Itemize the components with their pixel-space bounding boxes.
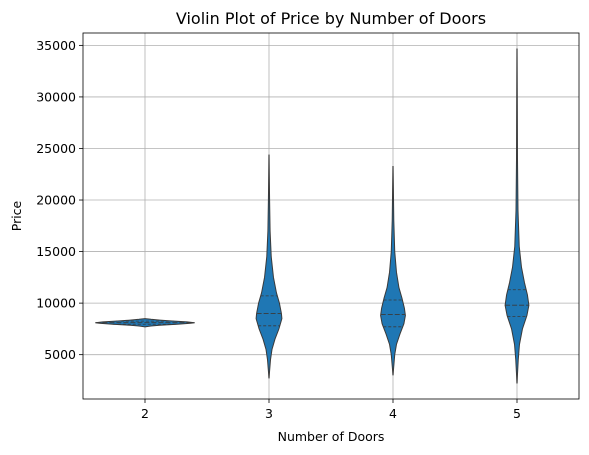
x-axis-label: Number of Doors bbox=[278, 429, 385, 444]
x-tick-label: 2 bbox=[141, 406, 149, 421]
y-tick-label: 35000 bbox=[36, 38, 76, 53]
y-tick-label: 25000 bbox=[36, 141, 76, 156]
y-tick-label: 5000 bbox=[44, 347, 76, 362]
y-axis-label: Price bbox=[9, 200, 24, 231]
axis-ticks: 5000 10000 15000 20000 25000 30000 35000 2 3 4 5 bbox=[36, 38, 521, 421]
violin-3 bbox=[256, 155, 282, 379]
violin-4 bbox=[381, 166, 406, 375]
x-tick-label: 4 bbox=[389, 406, 397, 421]
chart-title: Violin Plot of Price by Number of Doors bbox=[176, 9, 486, 28]
y-tick-label: 10000 bbox=[36, 296, 76, 311]
gridlines bbox=[83, 33, 579, 399]
x-tick-label: 3 bbox=[265, 406, 273, 421]
violin-2 bbox=[95, 319, 194, 327]
plot-frame bbox=[83, 33, 579, 399]
y-tick-label: 30000 bbox=[36, 89, 76, 104]
y-tick-label: 20000 bbox=[36, 193, 76, 208]
violins bbox=[95, 48, 529, 383]
violin-5 bbox=[505, 48, 529, 383]
violin-body bbox=[256, 155, 282, 379]
violin-body bbox=[381, 166, 406, 375]
x-tick-label: 5 bbox=[513, 406, 521, 421]
y-tick-label: 15000 bbox=[36, 244, 76, 259]
violin-body bbox=[505, 48, 529, 383]
